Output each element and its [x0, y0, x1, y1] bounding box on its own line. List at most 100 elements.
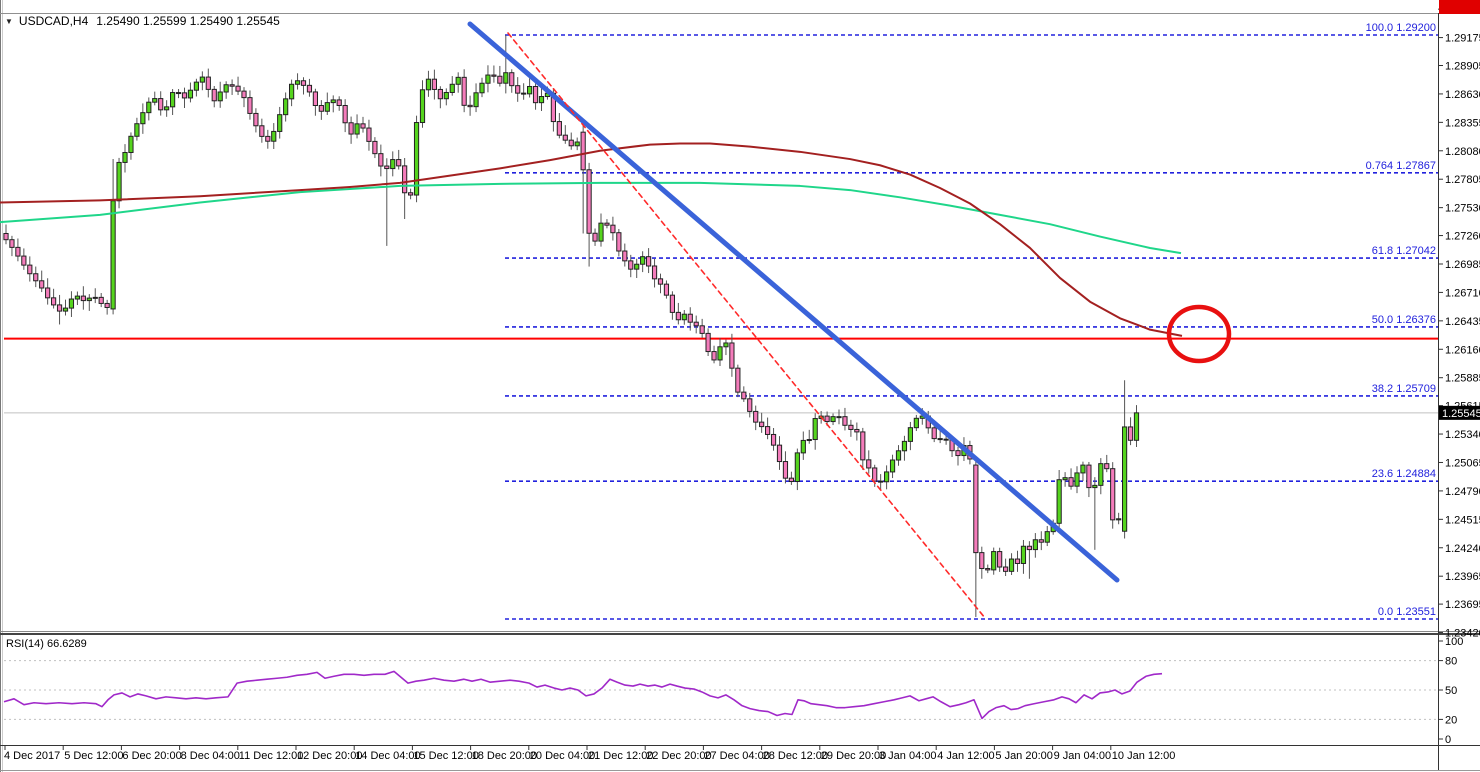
candle-body	[663, 283, 670, 296]
price-tick-label: 1.28355	[1445, 117, 1480, 129]
candle-body	[812, 418, 818, 441]
candle-body	[56, 304, 63, 312]
candle-body	[253, 112, 259, 127]
candle-body	[1056, 479, 1062, 524]
candle-body	[312, 91, 318, 107]
candle-body	[158, 98, 164, 111]
time-tick-label: 20 Dec 04:00	[530, 750, 595, 762]
candle-body	[455, 76, 461, 85]
candle-body	[3, 232, 9, 241]
candle-body	[628, 260, 634, 270]
time-tick-label: 28 Dec 12:00	[763, 750, 828, 762]
candle-body	[122, 152, 128, 163]
candle-body	[616, 232, 622, 252]
fib-level-label: 38.2 1.25709	[1372, 383, 1436, 395]
time-tick-label: 15 Dec 12:00	[413, 750, 478, 762]
candle-body	[735, 367, 741, 393]
candle-body	[294, 80, 301, 85]
candle-body	[217, 91, 223, 102]
candle-body	[1020, 545, 1027, 564]
candle-body	[693, 321, 699, 327]
fib-level-label: 50.0 1.26376	[1372, 314, 1436, 326]
collapse-arrow-icon[interactable]: ▼	[5, 17, 13, 26]
candle-body	[271, 130, 277, 142]
candle-body	[1098, 463, 1104, 486]
rsi-indicator-label: RSI(14) 66.6289	[6, 638, 87, 650]
candle-body	[705, 332, 711, 353]
time-tick-label: 5 Jan 20:00	[995, 750, 1053, 762]
candle-body	[979, 552, 985, 570]
red-dashed-channel-line[interactable]	[507, 32, 986, 619]
price-tick-label: 1.23695	[1445, 599, 1480, 611]
candle-body	[985, 568, 991, 571]
candle-body	[1008, 558, 1015, 572]
blue-downtrend-line[interactable]	[467, 21, 1120, 583]
candle-body	[181, 92, 188, 99]
candle-body	[997, 551, 1003, 568]
candle-body	[479, 82, 485, 94]
price-tick-label: 1.27260	[1445, 231, 1480, 243]
candle-body	[348, 122, 354, 135]
candle-body	[62, 307, 69, 312]
price-tick-label: 1.24790	[1445, 486, 1480, 498]
candle-body	[384, 165, 390, 170]
price-tick-label: 1.28905	[1445, 60, 1480, 72]
rsi-scale-label: 0	[1445, 734, 1451, 746]
candle-body	[140, 112, 146, 125]
candle-body	[461, 76, 467, 106]
candle-body	[235, 85, 241, 92]
candle-body	[836, 416, 842, 419]
candle-body	[98, 296, 104, 304]
candle-body	[860, 431, 866, 461]
candle-body	[68, 298, 75, 309]
candle-body	[1003, 566, 1009, 572]
fib-level-label: 61.8 1.27042	[1372, 245, 1436, 257]
candle-body	[675, 311, 681, 321]
candle-body	[872, 467, 878, 482]
candle-body	[289, 83, 295, 100]
candle-body	[300, 80, 307, 86]
candle-body	[1133, 412, 1140, 441]
candle-body	[991, 551, 997, 571]
candle-body	[437, 88, 443, 100]
candle-body	[1104, 463, 1110, 470]
time-tick-label: 18 Dec 20:00	[472, 750, 537, 762]
candle-body	[187, 89, 194, 99]
candle-body	[866, 459, 872, 469]
candle-body	[27, 264, 33, 275]
candle-body	[116, 161, 122, 202]
candle-body	[527, 85, 533, 95]
time-tick-label: 27 Dec 04:00	[704, 750, 769, 762]
candle-body	[1068, 477, 1074, 487]
price-tick-label: 1.26435	[1445, 316, 1480, 328]
candle-body	[9, 239, 15, 248]
candle-body	[223, 84, 229, 93]
candle-body	[907, 427, 913, 442]
candle-body	[800, 439, 806, 454]
candle-body	[1122, 426, 1128, 532]
rsi-scale-label: 50	[1445, 685, 1457, 697]
candle-body	[848, 424, 854, 430]
candle-body	[1127, 426, 1134, 441]
candle-body	[592, 232, 598, 242]
fib-level-label: 0.764 1.27867	[1366, 160, 1436, 172]
red-circle-annotation[interactable]	[1166, 304, 1232, 364]
candle-body	[372, 140, 378, 155]
time-tick-label: 6 Dec 20:00	[122, 750, 181, 762]
time-tick-label: 12 Dec 20:00	[297, 750, 362, 762]
candle-body	[842, 416, 848, 426]
time-tick-label: 8 Dec 04:00	[181, 750, 240, 762]
last-price-badge	[1439, 405, 1480, 420]
time-tick-label: 3 Jan 04:00	[879, 750, 937, 762]
price-tick-label: 1.27530	[1445, 203, 1480, 215]
time-tick-label: 29 Dec 20:00	[821, 750, 886, 762]
candle-body	[265, 135, 271, 142]
price-tick-label: 1.25340	[1445, 429, 1480, 441]
candle-body	[152, 98, 158, 103]
candle-body	[711, 351, 717, 361]
symbol-title: ▼ USDCAD,H4 1.25490 1.25599 1.25490 1.2554…	[5, 14, 280, 28]
rsi-scale-label: 100	[1445, 636, 1463, 648]
price-tick-label: 1.29175	[1445, 33, 1480, 45]
